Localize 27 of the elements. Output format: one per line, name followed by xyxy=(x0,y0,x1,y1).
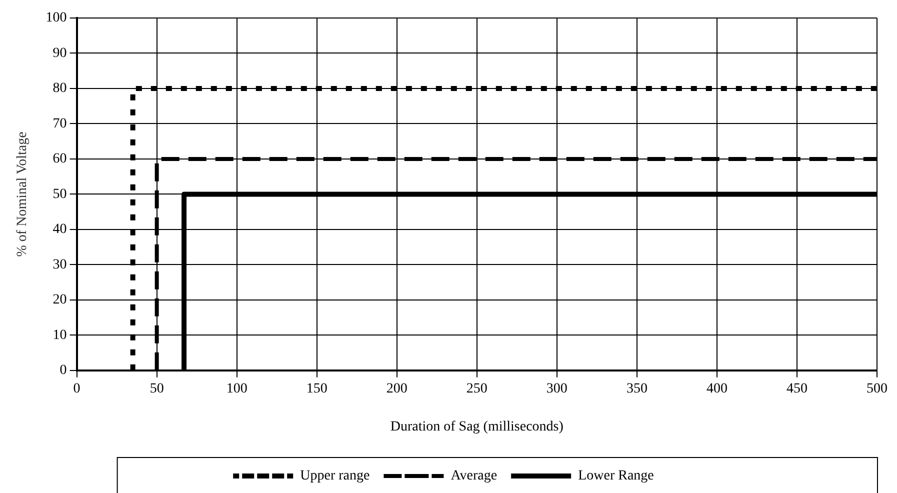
x-axis-title: Duration of Sag (milliseconds) xyxy=(390,419,564,434)
x-tick-label: 400 xyxy=(706,381,728,396)
y-tick-label: 10 xyxy=(52,328,67,343)
x-tick-label: 150 xyxy=(306,381,328,396)
y-tick-label: 70 xyxy=(52,116,67,132)
x-tick-label: 350 xyxy=(626,381,648,396)
legend-label: Average xyxy=(450,468,498,484)
y-axis-title: % of Nominal Voltage xyxy=(15,132,30,257)
x-tick-label: 500 xyxy=(866,381,888,396)
y-tick-label: 30 xyxy=(52,257,67,272)
legend-label: Upper range xyxy=(300,468,370,484)
y-tick-label: 80 xyxy=(52,81,67,96)
legend-label: Lower Range xyxy=(578,468,654,484)
x-tick-label: 300 xyxy=(546,381,568,396)
y-tick-label: 50 xyxy=(52,186,67,202)
x-tick-label: 450 xyxy=(786,381,808,396)
x-tick-label: 100 xyxy=(226,381,248,396)
y-tick-label: 90 xyxy=(52,46,67,61)
x-tick-label: 0 xyxy=(73,381,80,396)
y-tick-label: 20 xyxy=(52,292,67,308)
y-tick-label: 60 xyxy=(52,152,67,167)
x-tick-label: 50 xyxy=(150,381,164,396)
x-tick-label: 200 xyxy=(386,381,408,396)
y-tick-label: 100 xyxy=(46,10,67,26)
y-tick-label: 40 xyxy=(52,222,67,238)
y-tick-label: 0 xyxy=(60,363,67,378)
x-tick-label: 250 xyxy=(466,381,488,396)
